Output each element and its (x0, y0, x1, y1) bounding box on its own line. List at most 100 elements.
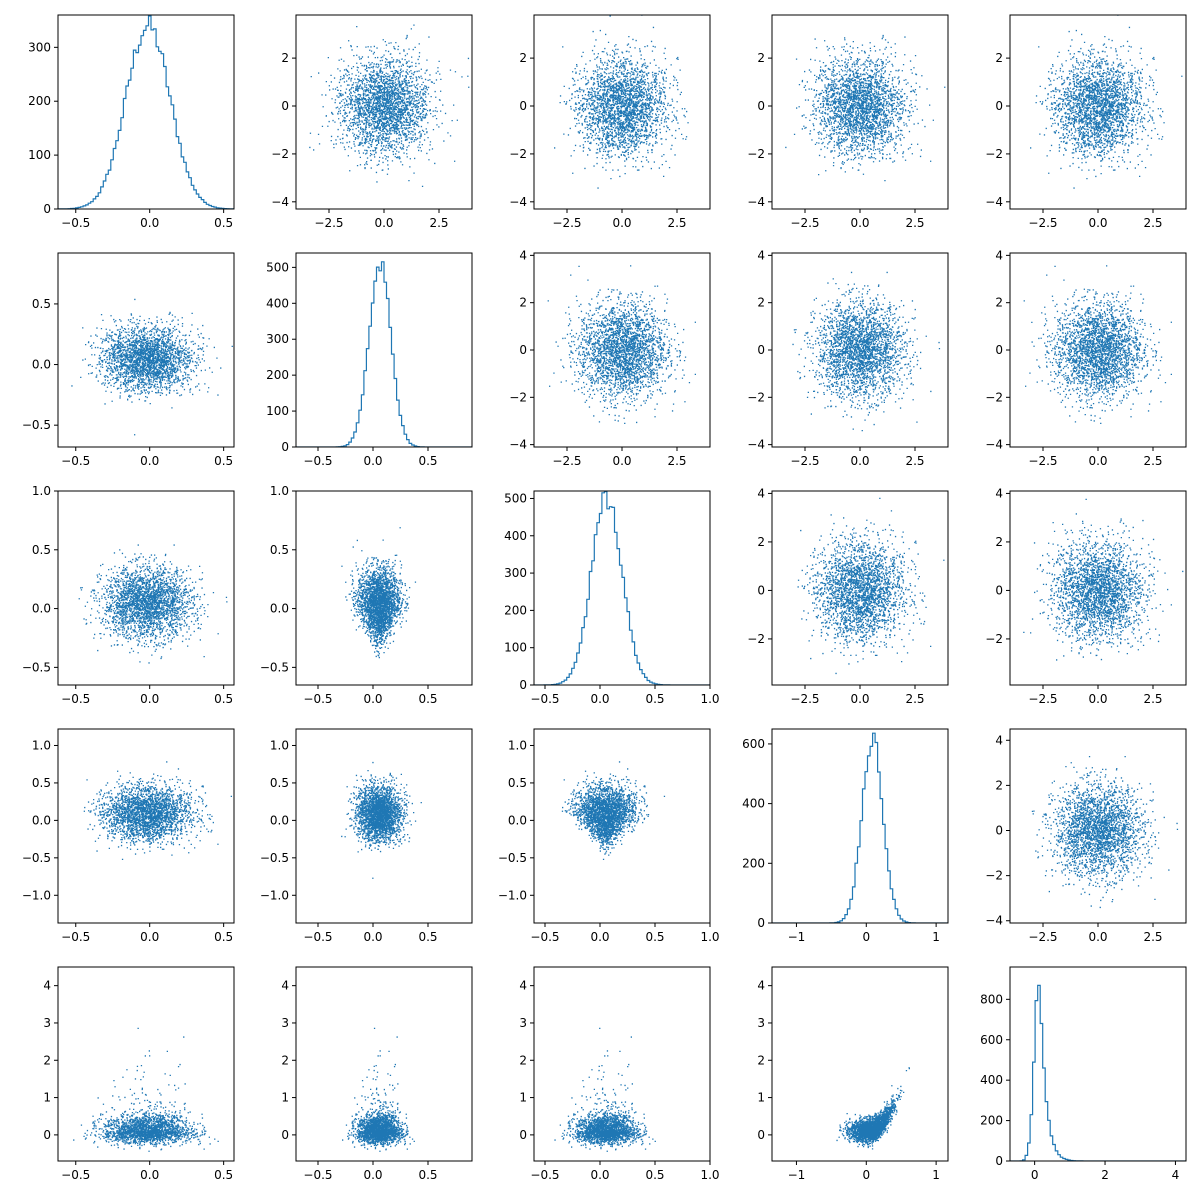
y-tick-label: −0.5 (260, 660, 289, 674)
scatter-point-cloud (547, 265, 696, 424)
scatter-points (792, 271, 941, 432)
panel-r0-c1: −2.5 0.0 2.5 −4 −2 0 2 (271, 14, 473, 230)
axes-frame (57, 728, 235, 924)
panel-r1-c2: −2.5 0.0 2.5 −4 −2 0 2 4 (509, 248, 711, 468)
panel-r1-c4: −2.5 0.0 2.5 −4 −2 0 2 4 (985, 248, 1187, 468)
y-tick-label: 1 (281, 1091, 289, 1105)
x-tick-label: −0.5 (530, 930, 559, 944)
x-tick-label: −2.5 (1028, 930, 1057, 944)
x-tick-label: 0.5 (214, 692, 233, 706)
scatter-points (836, 1067, 910, 1150)
y-tick-label: −2 (747, 632, 765, 646)
y-tick-label: 0 (43, 1128, 51, 1142)
y-tick-label: −2 (509, 390, 527, 404)
y-tick-label: 0.0 (270, 813, 289, 827)
panel-r4-c1: −0.5 0.0 0.5 0 1 2 3 4 (281, 966, 473, 1182)
scatter-point-cloud (792, 271, 941, 432)
axes-frame (57, 490, 235, 686)
x-tick-label: 0.0 (850, 454, 869, 468)
y-tick-label: 2 (995, 296, 1003, 310)
y-tick-label: −2 (747, 390, 765, 404)
y-tick-label: −2 (271, 147, 289, 161)
y-tick-label: 3 (43, 1016, 51, 1030)
y-tick-label: −4 (271, 195, 289, 209)
scatter-point-cloud (836, 1067, 910, 1150)
histogram (1010, 984, 1186, 1161)
panel-r0-c3: −2.5 0.0 2.5 −4 −2 0 2 (747, 14, 949, 230)
hist-step-line (534, 491, 710, 685)
x-tick-label: 0.0 (140, 216, 159, 230)
y-tick-label: 4 (43, 979, 51, 993)
x-tick-label: 2.5 (905, 454, 924, 468)
x-tick-label: −0.5 (61, 692, 90, 706)
x-tick-label: 1 (932, 1168, 940, 1182)
x-tick-label: 0.5 (418, 930, 437, 944)
x-tick-label: 2.5 (1143, 216, 1162, 230)
y-tick-label: 0 (995, 99, 1003, 113)
x-tick-label: 0.5 (645, 692, 664, 706)
y-tick-label: 0 (757, 343, 765, 357)
y-tick-label: 4 (757, 486, 765, 500)
axes-frame (771, 728, 949, 924)
y-tick-label: −4 (509, 438, 527, 452)
y-tick-label: 2 (281, 51, 289, 65)
y-tick-label: −4 (985, 914, 1003, 928)
y-tick-label: 600 (742, 737, 765, 751)
y-tick-label: 4 (519, 248, 527, 262)
y-tick-label: 0.5 (508, 776, 527, 790)
scatter-points (342, 1027, 415, 1152)
x-tick-label: 0.5 (214, 216, 233, 230)
y-tick-label: 2 (757, 1053, 765, 1067)
y-tick-label: 0.5 (32, 297, 51, 311)
axes-frame (771, 14, 949, 210)
y-tick-label: 100 (266, 404, 289, 418)
y-tick-label: −0.5 (22, 851, 51, 865)
x-tick-label: −1 (788, 1168, 806, 1182)
y-tick-label: 200 (504, 603, 527, 617)
y-tick-label: 0 (995, 583, 1003, 597)
x-tick-label: 0.5 (418, 454, 437, 468)
scatter-point-cloud (309, 24, 470, 187)
y-tick-label: 0.0 (270, 602, 289, 616)
y-tick-label: −0.5 (22, 660, 51, 674)
scatter-points (785, 34, 946, 182)
y-tick-label: 0 (519, 1128, 527, 1142)
y-tick-label: 2 (519, 1053, 527, 1067)
x-tick-label: 2.5 (429, 216, 448, 230)
scatter-points (1030, 15, 1183, 189)
x-tick-label: 0.0 (363, 454, 382, 468)
x-tick-label: −0.5 (61, 1168, 90, 1182)
y-tick-label: 300 (266, 332, 289, 346)
y-tick-label: −2 (985, 147, 1003, 161)
axes-frame (533, 490, 711, 686)
y-tick-label: 400 (742, 797, 765, 811)
x-tick-label: 4 (1172, 1168, 1180, 1182)
y-tick-label: 0 (281, 440, 289, 454)
y-tick-label: −2 (747, 147, 765, 161)
y-tick-label: 500 (504, 491, 527, 505)
y-tick-label: 0 (995, 824, 1003, 838)
panel-r2-c0: −0.5 0.0 0.5 −0.5 0.0 0.5 1.0 (22, 484, 235, 706)
x-tick-label: −0.5 (61, 930, 90, 944)
y-tick-label: 800 (980, 992, 1003, 1006)
histogram (58, 15, 234, 209)
panel-r0-c0: −0.5 0.0 0.5 0 100 200 300 (28, 14, 235, 230)
histogram (296, 261, 472, 447)
y-tick-label: −2 (985, 632, 1003, 646)
x-tick-label: −2.5 (1028, 454, 1057, 468)
y-tick-label: 2 (519, 296, 527, 310)
y-tick-label: −4 (747, 438, 765, 452)
x-tick-label: 0.5 (214, 930, 233, 944)
x-tick-label: 0 (1031, 1168, 1039, 1182)
scatter-point-cloud (561, 761, 666, 860)
scatter-points (1023, 265, 1172, 424)
y-tick-label: 4 (757, 979, 765, 993)
x-tick-label: 0.0 (1088, 216, 1107, 230)
scatter-points (1023, 498, 1184, 661)
scatter-points (341, 761, 422, 879)
scatter-point-cloud (785, 34, 946, 182)
scatter-point-cloud (71, 298, 233, 436)
scatter-point-cloud (1030, 15, 1183, 189)
panel-r3-c2: −0.5 0.0 0.5 1.0 −1.0 −0.5 0.0 0.5 1.0 (498, 728, 720, 944)
y-tick-label: −2 (985, 390, 1003, 404)
